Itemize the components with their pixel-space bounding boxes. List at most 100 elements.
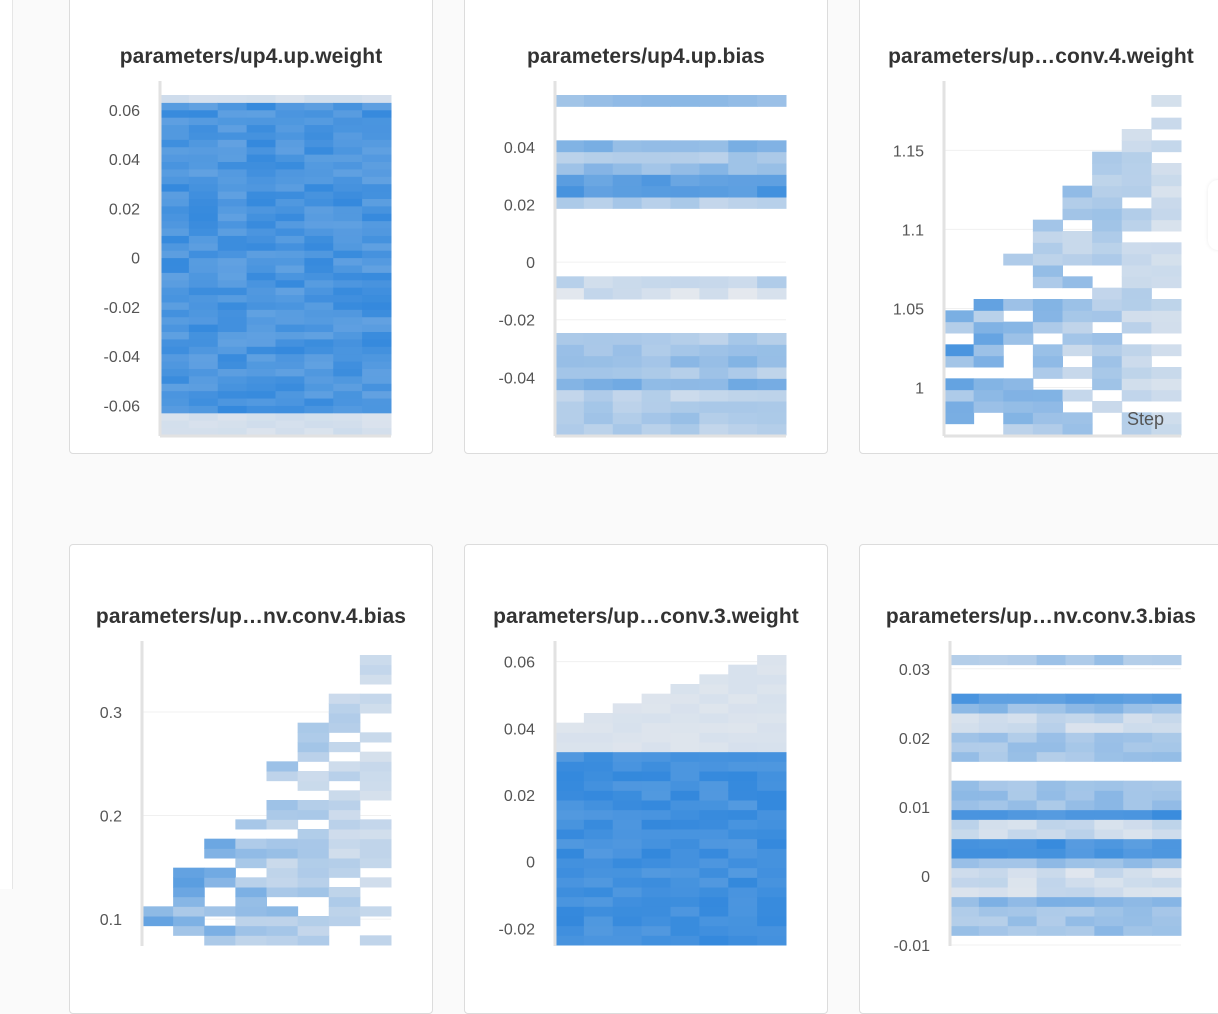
heatmap-svg: 0.3 0.2 0.1: [100, 641, 392, 946]
heatmap-cell: [333, 398, 363, 406]
heatmap-cell: [266, 838, 299, 849]
heatmap-cell: [297, 809, 330, 820]
heatmap-cell: [1065, 858, 1095, 869]
heatmap-cell: [583, 140, 614, 153]
heatmap-cell: [757, 140, 787, 153]
heatmap-cell: [978, 790, 1009, 801]
heatmap-cell: [204, 877, 236, 888]
heatmap-cell: [1123, 693, 1153, 704]
heatmap-cell: [641, 867, 671, 878]
y-tick-label: 0.02: [899, 731, 930, 748]
heatmap-cell: [246, 257, 276, 266]
heatmap-cell: [362, 420, 392, 429]
heatmap-cell: [188, 131, 219, 140]
heatmap-cell: [217, 375, 248, 384]
heatmap-cell: [728, 896, 758, 907]
heatmap-cell: [217, 405, 248, 414]
heatmap-cell: [275, 139, 305, 148]
heatmap-cell: [641, 163, 671, 175]
heatmap-cell: [670, 185, 700, 198]
heatmap-cell: [275, 168, 305, 177]
heatmap-cell: [1123, 925, 1153, 936]
chart-panel[interactable]: parameters/up…conv.4.weight 1.15 1.1 1.05 1…: [859, 0, 1218, 454]
heatmap-cell: [297, 800, 330, 811]
heatmap-cell: [1036, 877, 1066, 888]
heatmap-cell: [1121, 253, 1152, 266]
y-tick-label: -0.02: [499, 921, 536, 938]
heatmap-cell: [641, 333, 671, 345]
heatmap-cell: [362, 279, 392, 288]
heatmap-cell: [612, 174, 643, 187]
y-tick-label: 0: [921, 869, 930, 886]
heatmap-svg: 0.060.040.020-0.02-0.04-0.060246: [104, 81, 392, 438]
heatmap-cell: [728, 867, 758, 878]
heatmap-cell: [944, 321, 975, 334]
heatmap-cell: [670, 276, 700, 289]
heatmap-cell: [1062, 231, 1093, 243]
heatmap-cell: [950, 867, 980, 878]
heatmap-cell: [188, 213, 219, 222]
heatmap-cell: [728, 751, 758, 762]
heatmap-cell: [670, 867, 700, 878]
heatmap-cell: [304, 242, 334, 251]
heatmap-cell: [1123, 790, 1153, 801]
heatmap-cell: [333, 265, 363, 273]
heatmap-cell: [160, 242, 190, 251]
heatmap-cell: [188, 412, 219, 421]
heatmap-cell: [583, 800, 614, 811]
heatmap-cell: [246, 316, 276, 325]
heatmap-cell: [217, 146, 248, 155]
heatmap-cell: [699, 95, 729, 107]
heatmap-cell: [757, 819, 787, 830]
heatmap-cell: [555, 848, 585, 859]
heatmap-cell: [1121, 151, 1152, 164]
heatmap-cell: [612, 163, 643, 175]
heatmap-cell: [328, 838, 361, 849]
heatmap-cell: [188, 117, 219, 126]
heatmap-cell: [670, 367, 700, 379]
chart-panel[interactable]: parameters/up…nv.conv.3.bias 0.03 0.02 0.0…: [859, 544, 1218, 1014]
heatmap-cell: [217, 383, 248, 392]
heatmap-cell: [1062, 367, 1093, 379]
heatmap-cell: [160, 198, 190, 207]
heatmap-cell: [362, 361, 392, 369]
heatmap-cell: [246, 146, 276, 155]
scroll-handle[interactable]: [1208, 180, 1218, 250]
heatmap-cell: [950, 742, 980, 753]
heatmap-cell: [699, 674, 729, 685]
heatmap-cell: [333, 353, 363, 362]
heatmap-cell: [246, 213, 276, 222]
chart-panel[interactable]: parameters/up…conv.3.weight 0.06 0.04 0.02…: [464, 544, 828, 1014]
heatmap-cell: [275, 131, 305, 140]
heatmap-cell: [275, 309, 305, 318]
heatmap-cell: [1094, 722, 1124, 733]
heatmap-cell: [333, 368, 363, 377]
heatmap-cell: [950, 732, 980, 743]
heatmap-cell: [235, 916, 267, 927]
heatmap-cell: [1123, 780, 1153, 791]
heatmap-cell: [1032, 423, 1063, 436]
heatmap-cell: [304, 235, 334, 244]
heatmap-cell: [973, 333, 1004, 345]
heatmap-cell: [555, 877, 585, 888]
heatmap-cell: [1151, 344, 1182, 357]
heatmap-cell: [641, 151, 671, 164]
chart-panel[interactable]: parameters/up4.up.weight 0.06 0.04 0.02 0 -0…: [69, 0, 433, 454]
chart-panel[interactable]: parameters/up4.up.bias 0.04 0.02 0 -0.02 -0.…: [464, 0, 828, 454]
heatmap-cell: [160, 95, 190, 103]
heatmap-cell: [1121, 185, 1152, 198]
heatmap-cell: [1121, 163, 1152, 175]
heatmap-cell: [670, 742, 700, 753]
heatmap-cell: [275, 279, 305, 288]
heatmap-cell: [728, 722, 758, 733]
heatmap-cell: [950, 655, 980, 666]
chart-panel[interactable]: parameters/up…nv.conv.4.bias 0.3 0.2 0.1: [69, 544, 433, 1014]
heatmap-cell: [978, 848, 1009, 859]
heatmap-cell: [362, 191, 392, 199]
heatmap-cell: [217, 235, 248, 244]
heatmap-cell: [1065, 722, 1095, 733]
heatmap-cell: [583, 761, 614, 772]
heatmap-cell: [612, 877, 643, 888]
heatmap-cell: [978, 655, 1009, 666]
heatmap-cell: [612, 867, 643, 878]
